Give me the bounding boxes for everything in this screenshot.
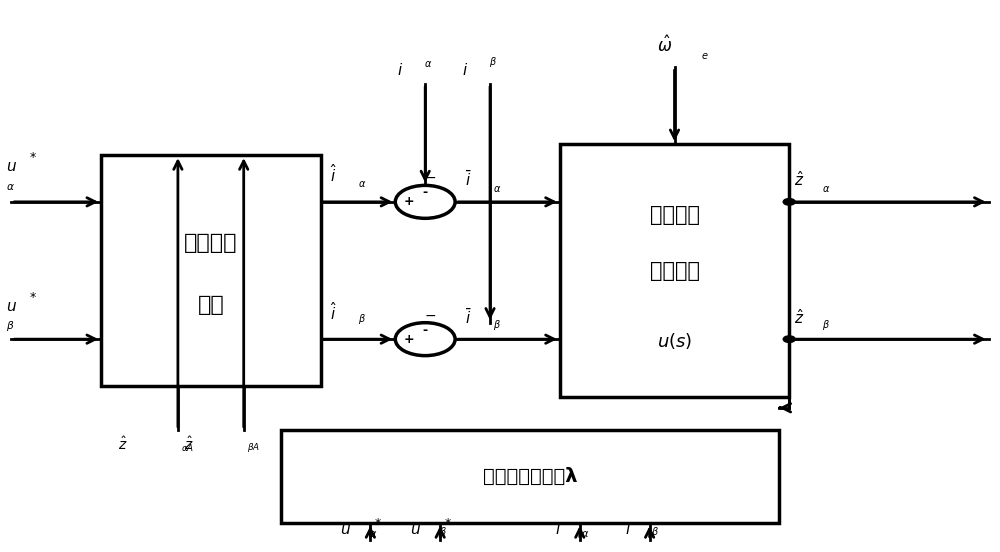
Text: $\hat{i}$: $\hat{i}$ [330, 163, 337, 185]
Text: $u$: $u$ [6, 158, 17, 174]
Text: -: - [423, 186, 428, 199]
Text: $*$: $*$ [374, 514, 382, 528]
Text: $i$: $i$ [555, 521, 561, 537]
Text: 余弦饱和: 余弦饱和 [650, 205, 700, 225]
Text: ${_{\beta A}}$: ${_{\beta A}}$ [247, 440, 260, 454]
Text: $\hat{z}$: $\hat{z}$ [184, 436, 194, 453]
Text: $_\alpha$: $_\alpha$ [581, 526, 589, 540]
Text: $_\alpha$: $_\alpha$ [6, 178, 15, 193]
Text: $\hat{z}$: $\hat{z}$ [118, 436, 128, 453]
Circle shape [783, 199, 795, 205]
Text: $\hat{z}$: $\hat{z}$ [794, 171, 805, 189]
Text: $_\beta$: $_\beta$ [651, 526, 659, 540]
Text: $_\alpha$: $_\alpha$ [369, 526, 378, 540]
Text: ${_{\alpha A}}$: ${_{\alpha A}}$ [181, 440, 195, 454]
Bar [101, 155, 320, 386]
Text: +: + [403, 333, 414, 346]
Text: $_\beta$: $_\beta$ [822, 319, 830, 332]
Text: $-$: $-$ [424, 307, 436, 321]
Text: $\bar{i}$: $\bar{i}$ [465, 171, 472, 189]
Text: 分段函数: 分段函数 [650, 261, 700, 280]
Bar [281, 430, 779, 523]
Circle shape [395, 323, 455, 355]
Text: $u(s)$: $u(s)$ [657, 331, 692, 351]
Text: $i$: $i$ [397, 62, 403, 78]
Text: $*$: $*$ [29, 148, 37, 162]
Text: $_\beta$: $_\beta$ [439, 526, 447, 540]
Text: $_\alpha$: $_\alpha$ [822, 181, 831, 195]
Text: $*$: $*$ [444, 514, 452, 528]
Text: $_\beta$: $_\beta$ [489, 56, 497, 70]
Text: $\hat{z}$: $\hat{z}$ [794, 307, 805, 327]
Circle shape [395, 185, 455, 219]
Text: -: - [423, 323, 428, 337]
Text: $u$: $u$ [6, 299, 17, 314]
Text: $_\alpha$: $_\alpha$ [358, 176, 367, 190]
Text: +: + [403, 195, 414, 208]
Text: 观测: 观测 [197, 295, 224, 315]
Text: $i$: $i$ [625, 521, 631, 537]
Bar [560, 144, 789, 397]
Text: $\bar{i}$: $\bar{i}$ [465, 307, 472, 327]
Text: $*$: $*$ [29, 289, 37, 302]
Text: $_\beta$: $_\beta$ [493, 319, 501, 332]
Text: $_\alpha$: $_\alpha$ [424, 56, 432, 70]
Text: $_\beta$: $_\beta$ [6, 319, 15, 334]
Text: $i$: $i$ [462, 62, 468, 78]
Circle shape [783, 336, 795, 342]
Text: $\hat{i}$: $\hat{i}$ [330, 301, 337, 323]
Text: $-$: $-$ [424, 170, 436, 184]
Text: $u$: $u$ [410, 522, 421, 537]
Text: $u$: $u$ [340, 522, 351, 537]
Text: $_e$: $_e$ [701, 48, 708, 62]
Text: $_\beta$: $_\beta$ [358, 313, 366, 327]
Text: $_\alpha$: $_\alpha$ [493, 181, 501, 195]
Text: 滑模电流: 滑模电流 [184, 233, 238, 253]
Text: 自适应滑模增益λ: 自适应滑模增益λ [483, 467, 577, 486]
Text: $\hat{\omega}$: $\hat{\omega}$ [657, 36, 672, 56]
